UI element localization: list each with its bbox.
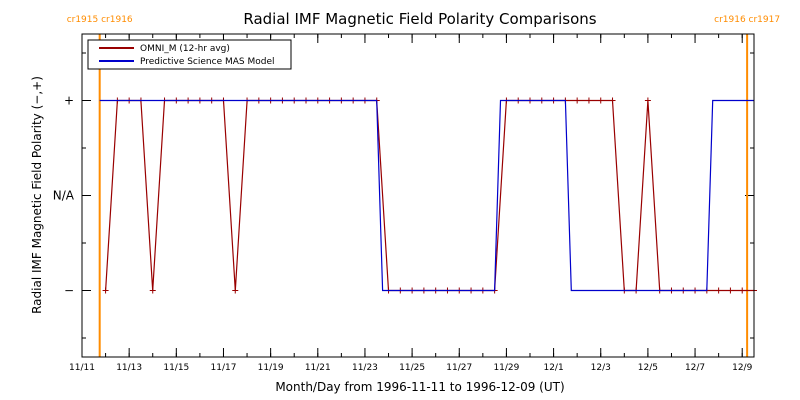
omni-data-point [149, 287, 156, 294]
legend: OMNI_M (12-hr avg) Predictive Science MA… [87, 39, 292, 70]
omni-data-point [739, 287, 746, 294]
omni-data-point [715, 287, 722, 294]
x-tick-label: 12/1 [543, 363, 563, 373]
omni-data-point [102, 287, 109, 294]
y-tick-label: N/A [53, 189, 75, 203]
x-tick-label: 11/15 [163, 363, 189, 373]
x-tick-label: 11/21 [305, 363, 331, 373]
x-tick-label: 11/25 [399, 363, 425, 373]
omni-data-point [609, 97, 616, 104]
omni-data-point [585, 97, 592, 104]
x-tick-label: 12/9 [732, 363, 752, 373]
x-axis-label: Month/Day from 1996-11-11 to 1996-12-09 … [275, 380, 564, 394]
legend-label-mas: Predictive Science MAS Model [140, 57, 275, 67]
series-line-1 [99, 99, 754, 292]
y-tick-label: + [64, 94, 74, 108]
x-tick-label: 11/23 [352, 363, 378, 373]
legend-box [87, 39, 292, 70]
x-tick-label: 12/7 [685, 363, 705, 373]
omni-data-point [574, 97, 581, 104]
omni-data-point [232, 287, 239, 294]
carrington-marker-label: cr1916 cr1917 [714, 15, 780, 25]
omni-data-point [597, 97, 604, 104]
y-tick-label: − [64, 284, 74, 298]
y-axis-label: Radial IMF Magnetic Field Polarity (−,+) [30, 76, 44, 314]
series-line-0 [105, 99, 754, 292]
x-tick-label: 11/17 [211, 363, 237, 373]
carrington-marker-label: cr1915 cr1916 [67, 15, 133, 25]
plot-area: 11/11 11/13 11/15 11/17 11/19 11/21 11/23 11/25… [53, 15, 780, 373]
omni-data-point [644, 97, 651, 104]
omni-data-point [727, 287, 734, 294]
legend-label-omni: OMNI_M (12-hr avg) [140, 44, 230, 54]
x-tick-label: 11/19 [258, 363, 284, 373]
chart-title: Radial IMF Magnetic Field Polarity Compa… [243, 10, 596, 28]
x-tick-label: 11/27 [446, 363, 472, 373]
x-tick-label: 11/11 [69, 363, 95, 373]
x-tick-label: 12/5 [638, 363, 658, 373]
x-tick-label: 11/29 [493, 363, 519, 373]
x-tick-label: 12/3 [591, 363, 611, 373]
x-tick-label: 11/13 [116, 363, 142, 373]
plot-frame [81, 33, 755, 358]
